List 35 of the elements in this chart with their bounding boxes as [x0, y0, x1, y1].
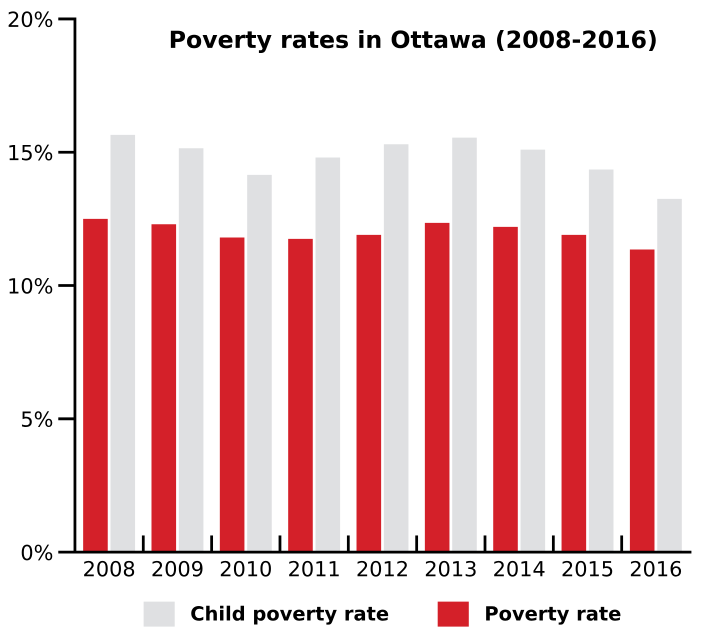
- y-tick-label: 20%: [8, 11, 52, 28]
- bar: [424, 222, 450, 552]
- bar: [83, 218, 108, 552]
- chart-title: Poverty rates in Ottawa (2008-2016): [170, 30, 656, 54]
- x-tick-label: 2009: [152, 560, 202, 577]
- bar: [316, 158, 340, 552]
- bar: [562, 234, 586, 552]
- bar: [356, 234, 382, 552]
- x-tick-label: 2012: [358, 560, 407, 577]
- x-tick-label: 2013: [426, 560, 476, 577]
- bar: [588, 170, 614, 552]
- bar: [520, 150, 546, 552]
- x-tick-label: 2011: [289, 560, 339, 577]
- legend-label: Poverty rate: [486, 606, 620, 625]
- legend-label: Child poverty rate: [191, 606, 388, 625]
- bar: [452, 138, 477, 552]
- bar: [247, 174, 272, 552]
- x-tick-label: 2010: [220, 560, 271, 577]
- bar: [178, 148, 204, 552]
- bar: [657, 198, 682, 552]
- x-tick-label: 2016: [630, 560, 682, 577]
- y-tick-label: 5%: [22, 411, 52, 428]
- y-tick-label: 0%: [22, 544, 52, 560]
- bar: [151, 224, 176, 552]
- y-tick-label: 15%: [9, 144, 52, 160]
- bar: [384, 144, 408, 552]
- bar: [110, 134, 136, 552]
- bar: [630, 250, 654, 552]
- x-tick-label: 2008: [84, 560, 134, 577]
- x-tick-label: 2014: [494, 560, 545, 577]
- x-tick-label: 2015: [562, 560, 612, 577]
- bar: [288, 238, 313, 552]
- y-tick-label: 10%: [9, 278, 52, 294]
- bar: [220, 238, 244, 552]
- bar: [493, 226, 518, 552]
